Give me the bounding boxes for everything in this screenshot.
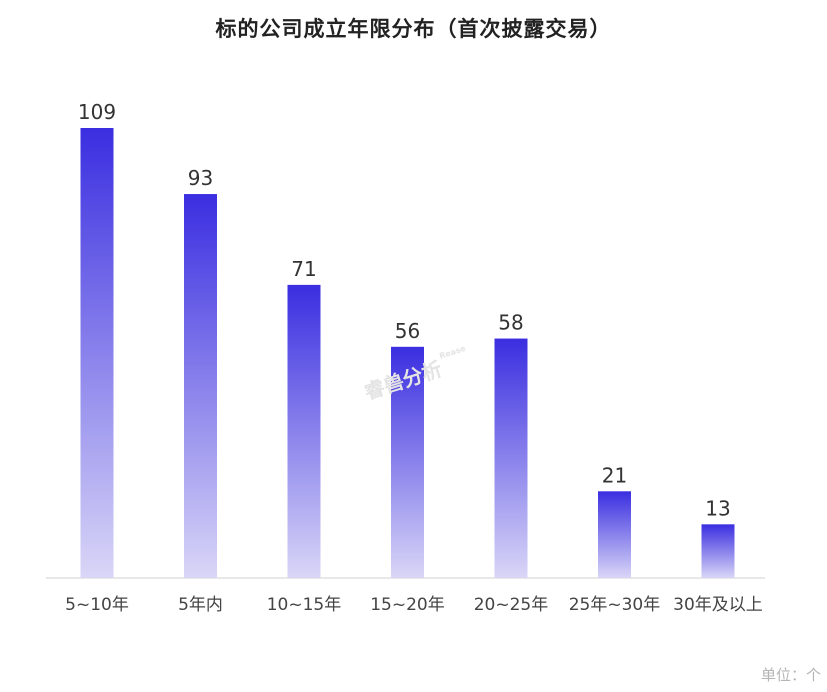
bar-value-label-4: 58 [498,311,523,335]
unit-label: 单位：个 [760,666,821,684]
bar-1 [184,194,217,578]
bar-value-label-1: 93 [188,166,213,190]
category-label-4: 20~25年 [474,595,549,615]
chart-title: 标的公司成立年限分布（首次披露交易） [215,17,612,41]
bar-value-label-6: 13 [705,496,730,520]
category-label-6: 30年及以上 [673,595,763,615]
category-label-5: 25年~30年 [569,595,661,615]
bar-value-label-0: 109 [78,100,116,124]
bar-value-label-5: 21 [602,463,627,487]
bar-value-label-2: 71 [291,257,316,281]
category-label-1: 5年内 [178,595,223,615]
bar-2 [287,284,321,578]
bars-group: 109 5~10年 93 5年内 71 10~15年 56 15~20年 58 20~25年 21 2… [65,100,763,615]
category-label-3: 15~20年 [370,595,445,615]
category-label-2: 10~15年 [267,595,342,615]
bar-5 [598,491,631,578]
bar-4 [494,338,528,578]
category-label-0: 5~10年 [65,595,129,615]
bar-0 [80,128,114,578]
bar-6 [701,524,735,578]
bar-value-label-3: 56 [395,319,420,343]
bar-3 [391,346,424,578]
